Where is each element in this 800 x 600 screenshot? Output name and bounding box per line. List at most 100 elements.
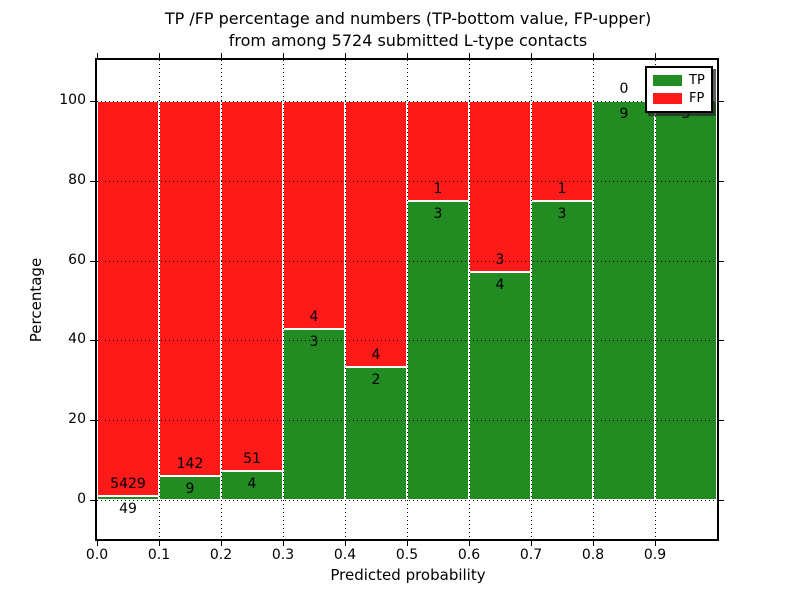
x-tick-label: 0.9	[643, 547, 667, 563]
tp-count-label: 9	[185, 481, 195, 498]
x-tick	[655, 541, 656, 546]
fp-count-label: 1	[557, 180, 567, 197]
fp-legend-swatch	[653, 93, 682, 105]
x-tick	[283, 541, 284, 546]
x-gridline	[593, 60, 594, 539]
x-tick-top	[469, 53, 470, 58]
fp-count-label: 1	[433, 180, 443, 197]
x-tick	[407, 541, 408, 546]
plot-area: 542949142951443421334130903	[95, 58, 719, 541]
x-tick-top	[221, 53, 222, 58]
chart-title-line2: from among 5724 submitted L-type contact…	[228, 31, 588, 50]
x-tick-top	[407, 53, 408, 58]
y-tick-right	[719, 101, 724, 102]
x-tick	[97, 541, 98, 546]
x-tick	[593, 541, 594, 546]
x-tick-top	[531, 53, 532, 58]
legend: TP FP	[645, 66, 713, 113]
fp-count-label: 4	[309, 309, 319, 325]
tp-legend-swatch	[653, 74, 682, 86]
legend-item-tp: TP	[653, 73, 705, 88]
x-gridline	[221, 60, 222, 539]
tp-bar-segment	[655, 101, 717, 500]
y-tick	[90, 260, 95, 262]
x-tick	[221, 541, 222, 546]
y-tick-label: 100	[59, 92, 86, 108]
y-tick	[90, 340, 95, 342]
x-tick-top	[345, 53, 346, 58]
tp-count-label: 49	[119, 501, 137, 518]
tp-bar-segment	[593, 101, 655, 500]
y-tick	[90, 180, 95, 182]
x-tick-top	[159, 53, 160, 58]
x-tick-label: 0.7	[519, 547, 543, 563]
fp-count-label: 4	[371, 347, 381, 363]
fp-count-label: 5429	[110, 476, 146, 493]
y-tick-right	[719, 260, 724, 262]
x-tick-label: 0.6	[457, 547, 481, 563]
y-tick-label: 80	[68, 171, 86, 188]
tp-count-label: 4	[247, 475, 257, 492]
x-tick-label: 0.5	[395, 547, 419, 563]
x-tick-label: 0.2	[209, 547, 233, 563]
tp-count-label: 3	[557, 205, 567, 222]
y-tick-right	[719, 420, 724, 422]
x-tick	[531, 541, 532, 546]
chart-title: TP /FP percentage and numbers (TP-bottom…	[0, 8, 800, 52]
fp-bar-segment	[469, 101, 531, 272]
fp-count-label: 3	[495, 252, 505, 268]
tp-count-label: 2	[371, 372, 381, 388]
x-tick	[345, 541, 346, 546]
fp-bar-segment	[159, 101, 221, 477]
y-tick	[90, 101, 95, 102]
tp-count-label: 3	[681, 106, 691, 122]
x-gridline	[283, 60, 284, 539]
x-tick	[159, 541, 160, 546]
x-tick-label: 0.8	[581, 547, 605, 563]
grid-layer	[97, 60, 717, 539]
y-tick-label: 0	[77, 491, 86, 507]
x-gridline	[531, 60, 532, 539]
x-tick	[469, 541, 470, 546]
x-gridline	[469, 60, 470, 539]
x-tick-top	[283, 53, 284, 58]
fp-bar-segment	[97, 101, 159, 497]
fp-count-label: 51	[243, 450, 261, 467]
x-gridline	[407, 60, 408, 539]
tp-count-label: 9	[619, 106, 629, 122]
y-tick-label: 60	[68, 251, 86, 268]
tp-bar-segment	[97, 496, 159, 500]
y-tick-label: 20	[68, 411, 86, 428]
fp-count-label: 0	[619, 81, 629, 97]
y-axis-label: Percentage	[27, 257, 45, 343]
fp-bar-segment	[345, 101, 407, 367]
fp-legend-label: FP	[689, 91, 705, 107]
chart-title-line1: TP /FP percentage and numbers (TP-bottom…	[164, 9, 652, 28]
y-tick	[90, 420, 95, 422]
tp-count-label: 3	[433, 205, 443, 222]
legend-item-fp: FP	[653, 91, 705, 106]
bar-labels-layer: 542949142951443421334130903	[97, 60, 717, 539]
tp-legend-label: TP	[689, 72, 705, 88]
x-gridline	[655, 60, 656, 539]
y-tick-right	[719, 180, 724, 182]
tp-count-label: 3	[309, 334, 319, 350]
x-tick-top	[97, 53, 98, 58]
y-tick-label: 40	[68, 331, 86, 348]
x-gridline	[159, 60, 160, 539]
x-tick-top	[655, 53, 656, 58]
bars-layer	[97, 60, 717, 539]
y-tick	[90, 500, 95, 501]
x-tick-label: 0.0	[85, 547, 109, 563]
x-tick-label: 0.4	[333, 547, 357, 563]
tp-bar-segment	[531, 200, 593, 500]
tp-count-label: 4	[495, 277, 505, 293]
fp-count-label: 142	[176, 456, 204, 473]
tp-bar-segment	[407, 200, 469, 500]
x-tick-top	[593, 53, 594, 58]
x-axis-label: Predicted probability	[330, 566, 486, 584]
y-tick-right	[719, 500, 724, 501]
x-tick-label: 0.3	[271, 547, 295, 563]
x-gridline	[345, 60, 346, 539]
